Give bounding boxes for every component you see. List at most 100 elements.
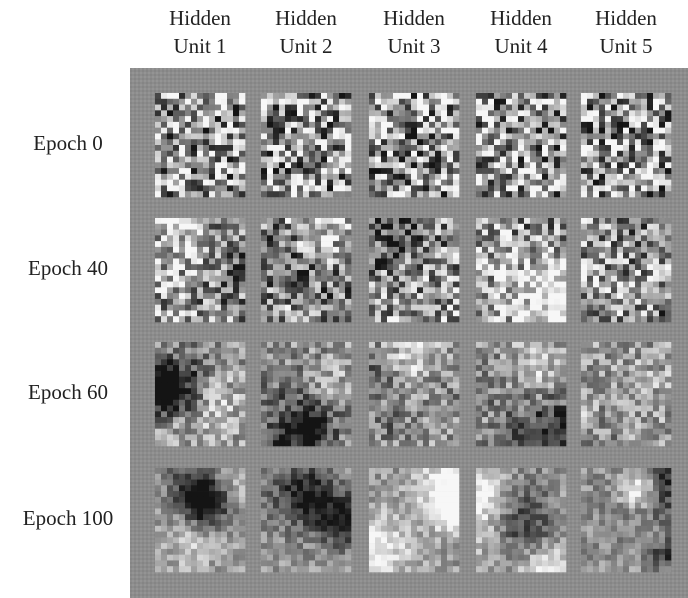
- weight-pixel: [291, 224, 297, 230]
- weight-pixel: [309, 305, 315, 311]
- weight-pixel: [333, 247, 339, 253]
- weight-pixel: [423, 293, 429, 299]
- weight-pixel: [161, 348, 167, 354]
- weight-pixel: [387, 400, 393, 406]
- weight-pixel: [435, 371, 441, 377]
- weight-pixel: [518, 168, 524, 174]
- weight-pixel: [441, 264, 447, 270]
- weight-pixel: [653, 348, 659, 354]
- weight-pixel: [611, 400, 617, 406]
- weight-pixel: [155, 93, 161, 99]
- weight-pixel: [191, 162, 197, 168]
- weight-pixel: [494, 474, 500, 480]
- weight-pixel: [548, 440, 554, 446]
- weight-pixel: [321, 371, 327, 377]
- weight-pixel: [315, 310, 321, 316]
- weight-pixel: [279, 128, 285, 134]
- weight-pixel: [393, 566, 399, 572]
- weight-pixel: [542, 116, 548, 122]
- weight-pixel: [393, 310, 399, 316]
- weight-pixel: [387, 145, 393, 151]
- weight-pixel: [587, 276, 593, 282]
- weight-pixel: [659, 316, 665, 322]
- weight-pixel: [447, 423, 453, 429]
- weight-pixel: [197, 480, 203, 486]
- weight-pixel: [665, 247, 671, 253]
- weight-pixel: [267, 299, 273, 305]
- weight-pixel: [155, 566, 161, 572]
- weight-pixel: [191, 282, 197, 288]
- weight-pixel: [447, 162, 453, 168]
- weight-pixel: [560, 116, 566, 122]
- weight-pixel: [542, 411, 548, 417]
- weight-pixel: [321, 247, 327, 253]
- weight-pixel: [315, 555, 321, 561]
- weight-pixel: [339, 168, 345, 174]
- weight-pixel: [369, 532, 375, 538]
- weight-pixel: [233, 151, 239, 157]
- weight-pixel: [297, 93, 303, 99]
- weight-pixel: [587, 434, 593, 440]
- weight-pixel: [197, 139, 203, 145]
- weight-pixel: [524, 168, 530, 174]
- weight-pixel: [411, 388, 417, 394]
- weight-pixel: [203, 128, 209, 134]
- weight-pixel: [273, 549, 279, 555]
- weight-pixel: [518, 157, 524, 163]
- weight-pixel: [512, 293, 518, 299]
- weight-pixel: [629, 305, 635, 311]
- weight-pixel: [617, 105, 623, 111]
- weight-pixel: [629, 423, 635, 429]
- weight-pixel: [167, 354, 173, 360]
- weight-pixel: [233, 116, 239, 122]
- weight-pixel: [333, 423, 339, 429]
- weight-pixel: [429, 532, 435, 538]
- weight-pixel: [500, 480, 506, 486]
- weight-pixel: [297, 411, 303, 417]
- weight-pixel: [291, 543, 297, 549]
- weight-pixel: [647, 122, 653, 128]
- weight-pixel: [339, 560, 345, 566]
- weight-pixel: [369, 382, 375, 388]
- weight-pixel: [417, 497, 423, 503]
- weight-pixel: [605, 264, 611, 270]
- weight-pixel: [653, 282, 659, 288]
- weight-pixel: [665, 128, 671, 134]
- weight-pixel: [185, 305, 191, 311]
- weight-pixel: [203, 434, 209, 440]
- weight-pixel: [239, 235, 245, 241]
- weight-pixel: [315, 411, 321, 417]
- weight-pixel: [167, 316, 173, 322]
- weight-pixel: [209, 503, 215, 509]
- weight-pixel: [209, 282, 215, 288]
- weight-pixel: [512, 168, 518, 174]
- weight-pixel: [653, 299, 659, 305]
- weight-pixel: [191, 543, 197, 549]
- weight-pixel: [599, 299, 605, 305]
- weight-pixel: [593, 128, 599, 134]
- weight-pixel: [203, 468, 209, 474]
- weight-pixel: [167, 191, 173, 197]
- weight-pixel: [500, 105, 506, 111]
- weight-pixel: [429, 282, 435, 288]
- weight-pixel: [647, 110, 653, 116]
- weight-pixel: [512, 365, 518, 371]
- weight-pixel: [629, 116, 635, 122]
- weight-pixel: [291, 429, 297, 435]
- weight-pixel: [173, 299, 179, 305]
- weight-pixel: [641, 122, 647, 128]
- weight-pixel: [167, 235, 173, 241]
- weight-pixel: [530, 235, 536, 241]
- weight-pixel: [233, 282, 239, 288]
- weight-pixel: [203, 406, 209, 412]
- weight-pixel: [375, 224, 381, 230]
- weight-pixel: [429, 110, 435, 116]
- weight-pixel: [191, 168, 197, 174]
- weight-pixel: [512, 258, 518, 264]
- weight-pixel: [267, 139, 273, 145]
- weight-pixel: [411, 122, 417, 128]
- weight-pixel: [581, 388, 587, 394]
- weight-pixel: [279, 532, 285, 538]
- weight-pixel: [345, 253, 351, 259]
- weight-pixel: [641, 316, 647, 322]
